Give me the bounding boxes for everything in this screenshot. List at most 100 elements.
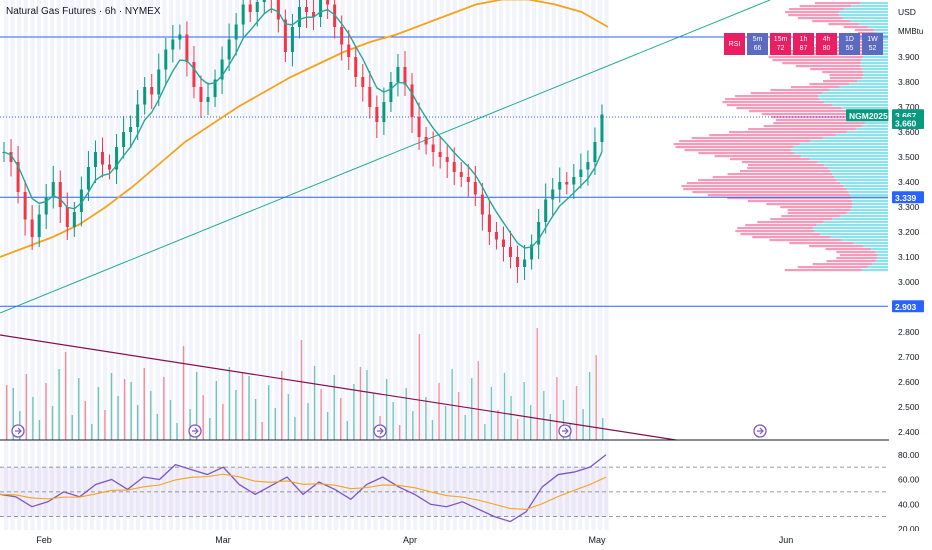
volume-profile-bar: [787, 209, 851, 212]
event-arrow-icon[interactable]: [558, 424, 572, 438]
event-arrow-icon[interactable]: [11, 424, 25, 438]
volume-bar: [510, 396, 512, 440]
volume-bar: [64, 352, 67, 440]
volume-bar: [268, 385, 270, 440]
volume-profile-bar: [679, 140, 810, 143]
candle-body: [501, 239, 505, 247]
volume-profile-bar: [789, 8, 844, 11]
session-stripe: [109, 0, 114, 440]
candle-body: [9, 152, 13, 162]
event-arrow-icon[interactable]: [188, 424, 202, 438]
candle-body: [375, 107, 379, 122]
session-stripe: [4, 441, 8, 530]
volume-bar: [6, 385, 8, 440]
session-stripe: [433, 441, 437, 530]
session-stripe: [591, 441, 596, 530]
session-stripe: [56, 0, 61, 440]
volume-profile-bar: [829, 89, 888, 92]
candle-body: [206, 97, 210, 102]
session-stripe: [43, 441, 48, 530]
session-stripe: [268, 0, 272, 440]
volume-bar: [38, 420, 41, 440]
volume-bar: [169, 400, 172, 440]
session-stripe: [439, 441, 444, 530]
volume-profile-bar: [788, 14, 839, 17]
volume-profile-bar: [684, 149, 792, 152]
session-stripe: [149, 0, 154, 440]
volume-bar: [110, 373, 113, 440]
session-stripe: [63, 441, 68, 530]
volume-profile-bar: [854, 29, 874, 32]
session-stripe: [10, 441, 15, 530]
volume-bar: [484, 424, 486, 440]
candle-body: [340, 27, 344, 45]
session-stripe: [30, 441, 35, 530]
volume-bars: [6, 328, 604, 440]
volume-profile-bar: [770, 89, 830, 92]
volume-profile-bar: [835, 134, 888, 137]
volume-profile-bar: [794, 152, 888, 155]
volume-profile-bar: [675, 146, 793, 149]
rsi-cell-timeframe: 1h: [799, 36, 808, 43]
time-axis-bg: [0, 531, 932, 550]
session-stripe: [373, 441, 378, 530]
volume-bar: [457, 392, 460, 440]
session-stripe: [433, 0, 437, 440]
session-stripe: [268, 441, 272, 530]
session-stripe: [248, 0, 253, 440]
session-stripe: [499, 441, 503, 530]
volume-profile-bar: [782, 62, 861, 65]
session-stripe: [195, 441, 200, 530]
session-stripe: [604, 441, 609, 530]
volume-profile-bar: [846, 188, 888, 191]
price-tick-label: 3.900: [898, 52, 920, 62]
session-stripe: [558, 0, 563, 440]
event-icons[interactable]: [11, 424, 767, 438]
event-arrow-icon[interactable]: [373, 424, 387, 438]
session-stripe: [241, 0, 246, 440]
candles: [2, 0, 604, 283]
volume-profile-bar: [757, 221, 824, 224]
session-stripe: [235, 0, 239, 440]
last-price-badge-text: 3.667: [895, 111, 917, 121]
candle-body: [248, 4, 252, 12]
session-stripe: [63, 0, 68, 440]
volume-bar: [287, 394, 290, 440]
candle-body: [72, 212, 76, 227]
candle-body: [579, 169, 583, 177]
volume-profile-bar: [816, 224, 888, 227]
session-stripe: [400, 0, 404, 440]
candle-body: [51, 182, 55, 197]
rsi-ma-line: [0, 473, 607, 510]
session-stripe: [109, 441, 114, 530]
rsi-multi-timeframe-strip[interactable]: RSI 5m 66 15m 72 1h 87 4h 80 1D 55 1W 52: [724, 33, 883, 55]
session-stripe: [545, 0, 550, 440]
candle-body: [283, 19, 287, 52]
volume-profile-bar: [785, 11, 839, 14]
time-tick-label: Jun: [779, 535, 794, 545]
session-stripe: [505, 0, 510, 440]
volume-profile-bar: [852, 206, 888, 209]
volume-bar: [333, 375, 335, 440]
candle-body: [600, 114, 604, 142]
price-tick-label: 3.700: [898, 102, 920, 112]
moving-average-line: [0, 0, 609, 258]
event-arrow-icon[interactable]: [753, 424, 767, 438]
session-stripe: [419, 0, 424, 440]
volume-profile-bar: [823, 164, 888, 167]
session-stripe: [367, 441, 371, 530]
volume-profile-bar: [875, 251, 888, 254]
volume-profile-bar: [818, 95, 888, 98]
session-stripe: [188, 441, 193, 530]
rsi-strip-cell-5m: 5m 66: [747, 33, 768, 55]
session-stripe: [254, 441, 259, 530]
session-stripe: [116, 441, 121, 530]
time-tick-label: May: [588, 535, 606, 545]
volume-profile-bar: [850, 209, 888, 212]
axis-currency: USD: [898, 7, 916, 17]
time-tick-label: Feb: [36, 535, 52, 545]
candle-body: [192, 62, 196, 87]
session-stripe: [215, 0, 220, 440]
